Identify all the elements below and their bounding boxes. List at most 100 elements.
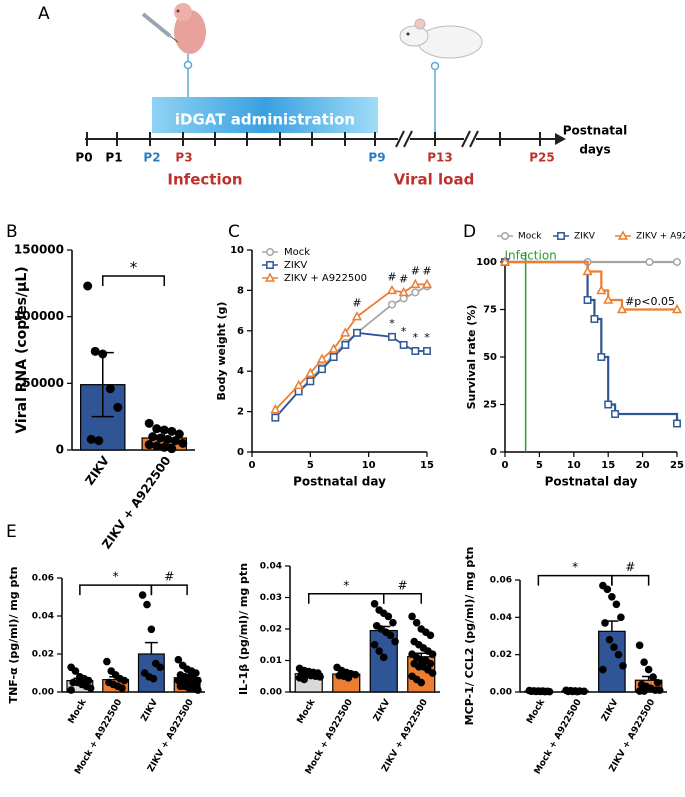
y-tick-label: 75 (483, 305, 497, 316)
data-point (640, 687, 648, 695)
significance-label: * (113, 570, 119, 584)
data-point (426, 659, 435, 668)
y-tick-label: 0.03 (260, 593, 282, 603)
marker (616, 303, 628, 314)
marker (398, 286, 409, 297)
legend-label: ZIKV + A922500 (284, 273, 367, 284)
marker (596, 284, 607, 295)
marker (305, 367, 316, 377)
data-point (147, 625, 156, 634)
x-axis-label: Postnatal day (545, 475, 638, 489)
significance-bracket (611, 574, 650, 586)
data-point (389, 618, 397, 627)
significance-bracket (383, 593, 422, 604)
x-tick-label: Mock (525, 697, 547, 726)
panel-a: A iDGAT administration (38, 3, 627, 189)
marker (316, 353, 328, 363)
day-label: P9 (368, 151, 385, 165)
data-point (379, 653, 388, 662)
timeline-axis (85, 130, 555, 148)
timeline-arrow (555, 133, 566, 145)
significance-bracket (150, 584, 188, 596)
y-tick-label: 0.00 (32, 688, 54, 698)
data-point (149, 674, 158, 683)
data-point (344, 674, 353, 682)
data-point (619, 662, 627, 670)
data-point (603, 585, 612, 594)
marker (318, 365, 326, 374)
data-point (167, 426, 177, 436)
marker (264, 272, 276, 282)
marker (293, 379, 304, 390)
marker (271, 413, 280, 422)
data-point (144, 418, 154, 428)
data-point (174, 429, 184, 439)
marker (266, 261, 274, 269)
data-point (113, 402, 123, 412)
marker (294, 387, 303, 396)
marker (499, 256, 511, 266)
y-tick-label: 0.02 (32, 650, 54, 660)
y-tick-label: 150000 (14, 243, 64, 257)
legend-label: Mock (518, 232, 542, 242)
y-axis-label: Body weight (g) (215, 302, 228, 401)
marker (328, 343, 339, 353)
legend-label: ZIKV + A922500 (636, 232, 685, 242)
y-tick-label: 25 (483, 400, 497, 411)
y-axis-label: Survival rate (%) (465, 305, 478, 410)
data-point (83, 281, 93, 291)
data-point (71, 667, 80, 675)
infection-label: Infection (504, 249, 556, 263)
significance-label: # (397, 578, 407, 592)
legend-label: Mock (284, 247, 310, 258)
data-point (103, 657, 111, 666)
marker (341, 340, 350, 349)
data-point (612, 600, 621, 609)
marker (603, 294, 614, 304)
marker (583, 296, 592, 304)
event-label: Infection (167, 171, 242, 189)
data-point (605, 635, 614, 644)
legend-label: ZIKV (574, 232, 596, 242)
data-point (144, 440, 154, 450)
data-point (98, 349, 108, 359)
x-tick-label: 15 (601, 460, 615, 471)
data-point (386, 631, 395, 640)
axis-label: days (579, 143, 610, 157)
y-tick-label: 8 (237, 285, 244, 296)
data-point (599, 665, 607, 674)
data-point (148, 432, 158, 442)
y-tick-label: 0.04 (32, 612, 54, 622)
x-tick-label: 10 (567, 460, 581, 471)
y-tick-label: 50000 (22, 376, 64, 390)
panel-letter: B (6, 222, 18, 242)
data-point (94, 436, 104, 446)
panel-letter: D (463, 222, 476, 242)
data-point (580, 687, 588, 696)
x-tick-label: 15 (420, 460, 434, 471)
marker (590, 315, 599, 323)
series-line (274, 285, 428, 419)
data-point (608, 593, 616, 601)
y-tick-label: 4 (237, 366, 244, 377)
data-point (105, 384, 115, 394)
marker (411, 347, 420, 355)
data-point (573, 687, 582, 696)
x-tick-label: Mock (296, 697, 318, 726)
y-axis-label: MCP-1/ CCL2 (pg/ml)/ mg ptn (463, 547, 476, 726)
data-point (653, 678, 662, 687)
y-tick-label: 0.04 (490, 613, 512, 623)
data-point (640, 658, 648, 666)
significance-label: # (164, 570, 174, 584)
data-point (159, 442, 169, 452)
day-label: P1 (105, 151, 122, 165)
data-point (351, 670, 360, 679)
x-tick-label: 20 (636, 460, 650, 471)
data-point (174, 655, 183, 664)
significance-label: * (130, 259, 138, 277)
day-label: P2 (143, 151, 160, 165)
y-tick-label: 10 (230, 245, 244, 256)
marker (388, 332, 396, 341)
marker (673, 419, 681, 428)
marker (399, 340, 408, 349)
